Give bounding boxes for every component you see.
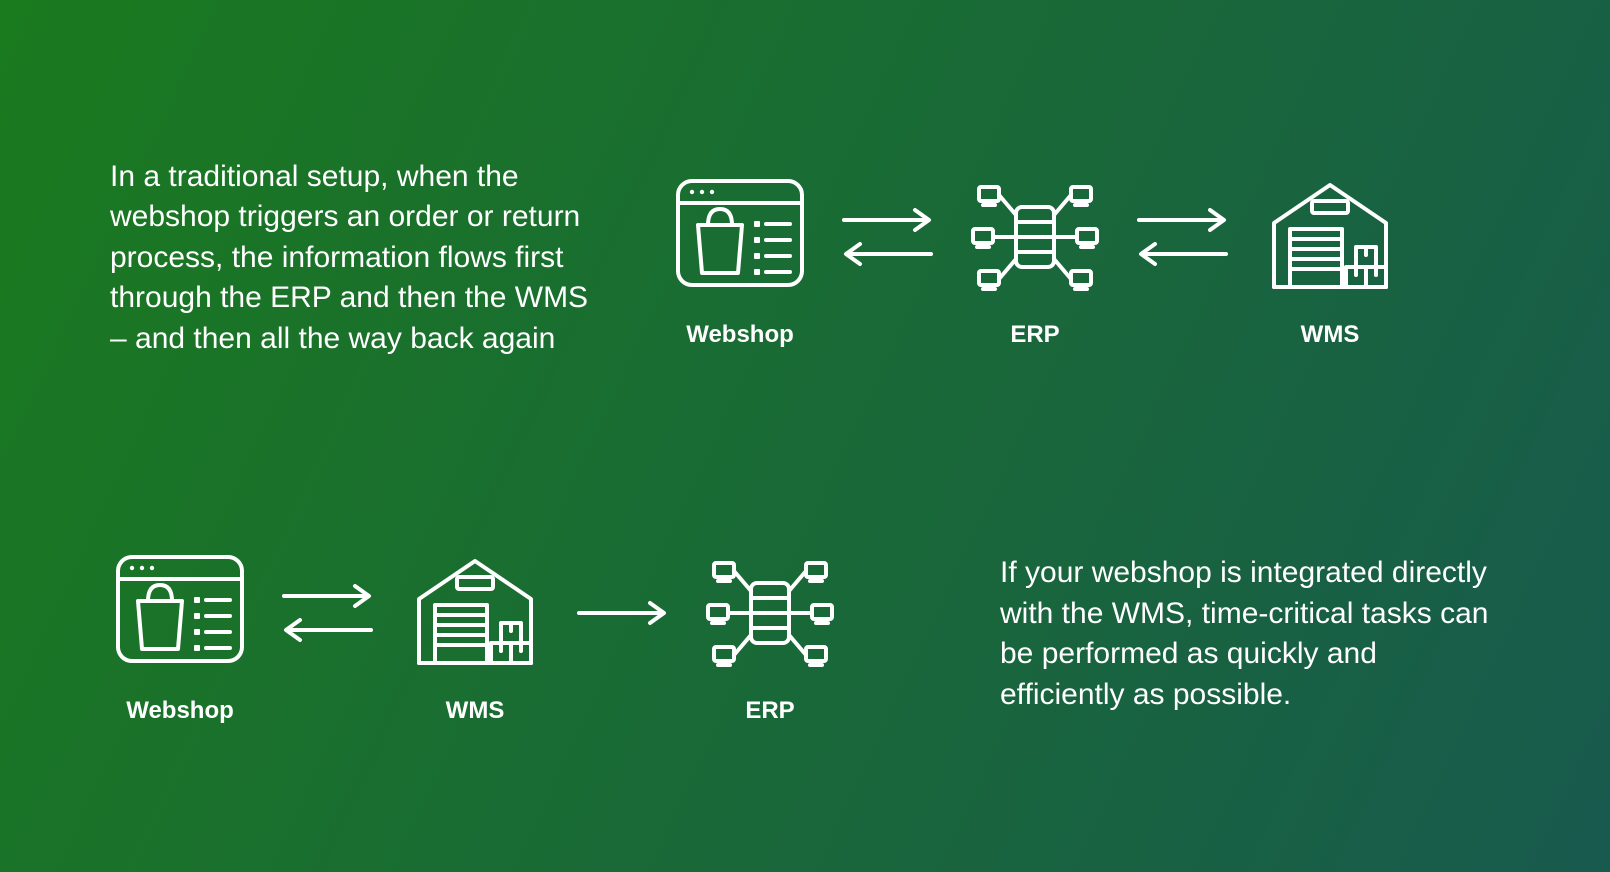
arrow-bidirectional-icon (840, 167, 935, 307)
node-label-wms: WMS (446, 697, 505, 725)
erp-icon (965, 167, 1105, 307)
node-wms: WMS (405, 543, 545, 725)
description-traditional: In a traditional setup, when the webshop… (110, 157, 610, 360)
node-label-erp: ERP (745, 697, 794, 725)
node-label-webshop: Webshop (126, 697, 234, 725)
row-integrated: Webshop WMS ERP If your webshop is integra… (110, 523, 1500, 745)
node-wms: WMS (1260, 167, 1400, 349)
webshop-icon (110, 543, 250, 683)
wms-icon (405, 543, 545, 683)
node-erp: ERP (965, 167, 1105, 349)
node-label-wms: WMS (1301, 321, 1360, 349)
wms-icon (1260, 167, 1400, 307)
node-label-erp: ERP (1010, 321, 1059, 349)
node-webshop: Webshop (110, 543, 250, 725)
row-traditional: In a traditional setup, when the webshop… (110, 127, 1500, 390)
diagram-integrated: Webshop WMS ERP (110, 543, 940, 725)
arrow-bidirectional-icon (280, 543, 375, 683)
description-integrated: If your webshop is integrated directly w… (1000, 553, 1500, 715)
node-webshop: Webshop (670, 167, 810, 349)
arrow-right-icon (575, 543, 670, 683)
webshop-icon (670, 167, 810, 307)
diagram-traditional: Webshop ERP WMS (670, 167, 1500, 349)
node-erp: ERP (700, 543, 840, 725)
node-label-webshop: Webshop (686, 321, 794, 349)
arrow-bidirectional-icon (1135, 167, 1230, 307)
erp-icon (700, 543, 840, 683)
